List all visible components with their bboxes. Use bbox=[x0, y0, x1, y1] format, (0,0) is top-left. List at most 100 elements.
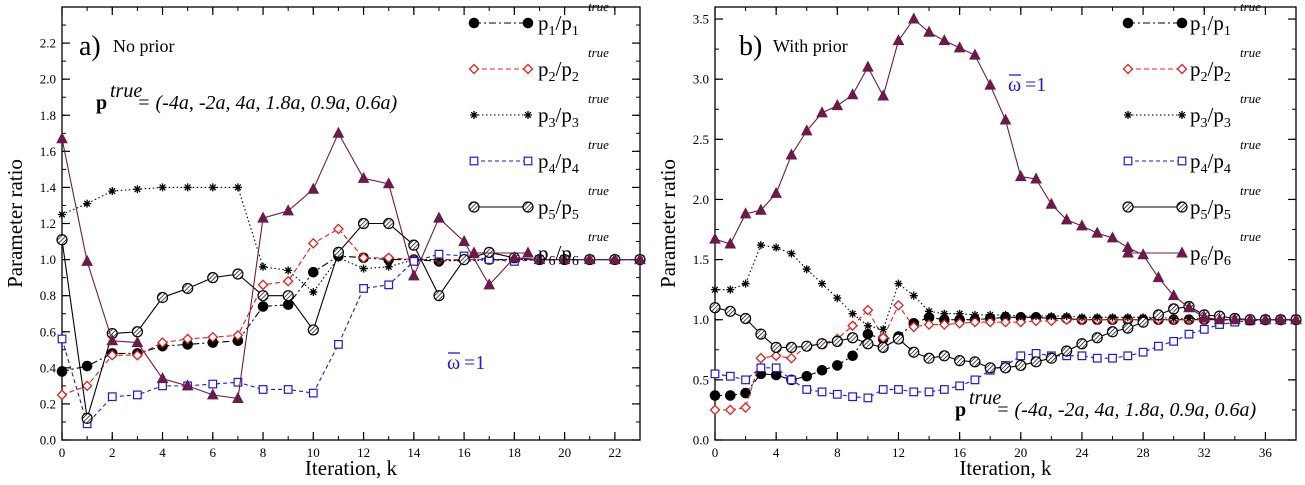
series-line-4 bbox=[61, 253, 640, 425]
data-point bbox=[800, 124, 813, 136]
ptrue-values: = (-4a, -2a, 4a, 1.8a, 0.9a, 0.6a) bbox=[137, 92, 397, 114]
data-point bbox=[433, 211, 445, 223]
data-point bbox=[892, 34, 905, 46]
data-point bbox=[58, 210, 66, 219]
legend-text: p bbox=[538, 195, 549, 219]
data-point bbox=[1169, 314, 1178, 323]
data-point bbox=[1015, 359, 1027, 372]
data-point bbox=[56, 234, 68, 246]
data-point bbox=[908, 321, 920, 333]
data-point bbox=[1229, 313, 1241, 325]
series-line-6 bbox=[61, 132, 640, 400]
y-tick-label: 2.5 bbox=[693, 132, 709, 147]
data-point bbox=[1016, 312, 1025, 321]
x-tick-label: 4 bbox=[773, 445, 780, 460]
x-tick-label: 14 bbox=[407, 445, 421, 460]
data-point bbox=[847, 320, 859, 332]
data-point bbox=[879, 325, 888, 334]
data-point bbox=[739, 312, 752, 325]
data-point bbox=[999, 113, 1012, 125]
legend-text: p bbox=[1190, 57, 1201, 81]
legend-marker bbox=[1124, 111, 1132, 119]
data-point bbox=[999, 362, 1012, 374]
legend-text: 6 bbox=[549, 254, 556, 269]
legend-superscript: true bbox=[588, 229, 609, 244]
data-point bbox=[483, 246, 495, 258]
data-point bbox=[156, 372, 169, 384]
data-point bbox=[1152, 271, 1165, 283]
data-point bbox=[533, 253, 546, 265]
x-tick-label: 28 bbox=[1137, 445, 1150, 460]
legend-text: 3 bbox=[1201, 116, 1208, 131]
legend-text: /p bbox=[556, 241, 572, 265]
y-tick-label: 2.0 bbox=[40, 72, 56, 87]
data-point bbox=[1016, 351, 1026, 361]
data-point bbox=[307, 237, 319, 249]
data-point bbox=[158, 183, 167, 192]
legend-marker bbox=[1176, 17, 1188, 29]
data-point bbox=[1076, 338, 1088, 350]
data-point bbox=[801, 340, 813, 352]
legend-text: /p bbox=[1208, 195, 1224, 219]
x-tick-label: 32 bbox=[1198, 445, 1211, 460]
x-tick-label: 22 bbox=[608, 445, 621, 460]
data-point bbox=[131, 336, 144, 348]
legend-superscript: true bbox=[588, 91, 609, 106]
series-4 bbox=[57, 249, 645, 429]
legend-text: 3 bbox=[549, 116, 556, 131]
data-point bbox=[282, 290, 294, 302]
data-point bbox=[923, 319, 935, 330]
legend-marker bbox=[468, 17, 480, 29]
data-point bbox=[157, 337, 168, 348]
legend-text: 3 bbox=[572, 116, 579, 131]
data-point bbox=[755, 328, 767, 340]
legend-text: p bbox=[538, 57, 549, 81]
data-point bbox=[785, 341, 798, 353]
data-point bbox=[334, 339, 343, 349]
data-point bbox=[787, 375, 796, 385]
data-point bbox=[833, 294, 842, 303]
data-point bbox=[282, 204, 295, 216]
data-point bbox=[1077, 313, 1086, 322]
legend-text: /p bbox=[556, 103, 572, 127]
legend-marker bbox=[468, 63, 480, 75]
legend-text: /p bbox=[556, 57, 572, 81]
x-tick-label: 36 bbox=[1259, 445, 1273, 460]
x-tick-label: 6 bbox=[210, 445, 217, 460]
data-point bbox=[81, 360, 93, 372]
data-point bbox=[909, 291, 918, 300]
y-tick-label: 0.6 bbox=[40, 324, 57, 339]
legend-text: 2 bbox=[1201, 70, 1208, 85]
ptrue-superscript: true bbox=[110, 80, 142, 102]
data-point bbox=[56, 389, 68, 401]
data-point bbox=[786, 352, 797, 364]
data-point bbox=[1001, 310, 1010, 319]
data-point bbox=[908, 346, 920, 358]
legend-text: p bbox=[1190, 195, 1201, 219]
series-4 bbox=[710, 315, 1301, 403]
legend-text: 4 bbox=[572, 162, 579, 177]
data-point bbox=[233, 377, 243, 387]
data-point bbox=[862, 328, 874, 340]
legend-marker bbox=[1176, 246, 1188, 258]
data-point bbox=[208, 183, 217, 192]
data-point bbox=[801, 370, 813, 382]
data-point bbox=[802, 385, 812, 394]
data-point bbox=[770, 350, 782, 362]
data-point bbox=[984, 78, 997, 90]
y-tick-label: 0.5 bbox=[693, 372, 709, 387]
data-point bbox=[1062, 312, 1071, 321]
data-point bbox=[207, 272, 219, 284]
ptrue-symbol: p bbox=[96, 92, 107, 114]
data-point bbox=[847, 332, 859, 344]
omega-annotation: ω =1 bbox=[447, 352, 485, 374]
data-point bbox=[1184, 314, 1193, 323]
data-point bbox=[907, 12, 920, 24]
panel-title: With prior bbox=[773, 36, 848, 56]
data-point bbox=[258, 385, 268, 394]
legend-text: /p bbox=[556, 11, 572, 35]
legend-text: p bbox=[1190, 241, 1201, 265]
legend-text: p bbox=[538, 103, 549, 127]
